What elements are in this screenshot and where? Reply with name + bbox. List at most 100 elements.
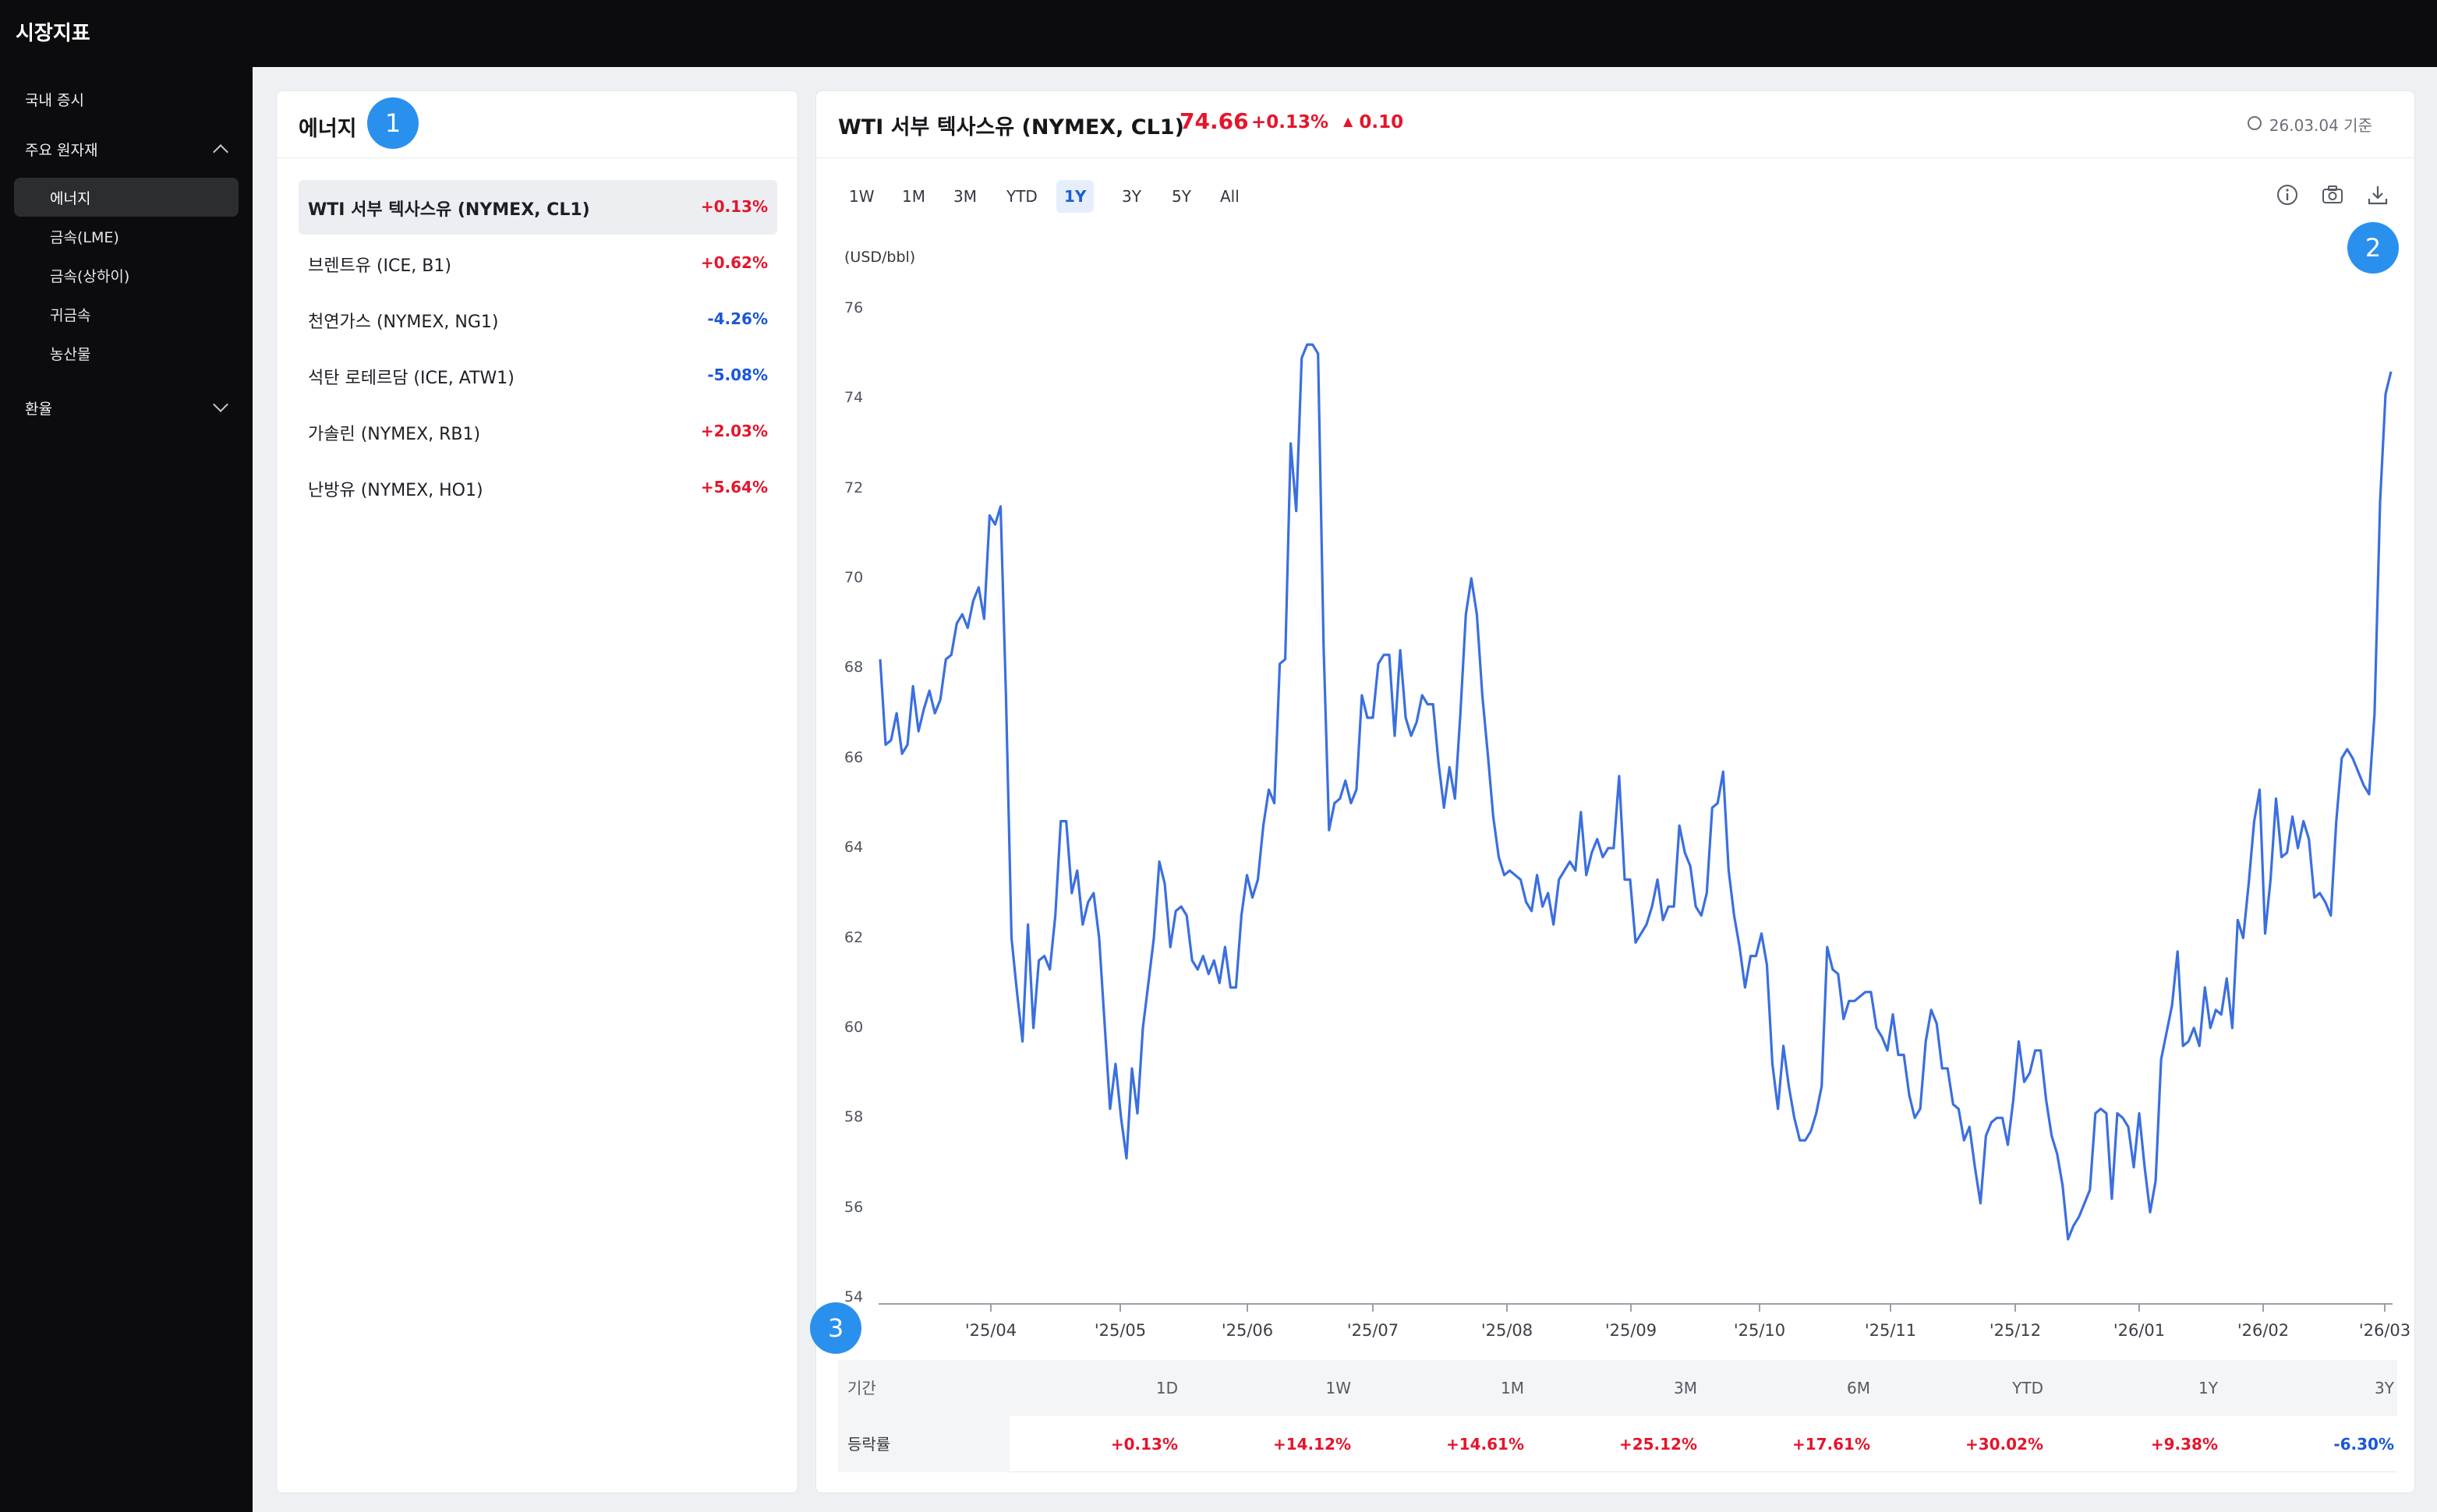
range-button-1w[interactable]: 1W — [849, 187, 875, 206]
return-value-3m: +25.12% — [1618, 1435, 1697, 1454]
y-tick-label: 72 — [844, 479, 864, 496]
annotation-marker-1: 1 — [367, 97, 419, 149]
energy-item-change: +2.03% — [700, 422, 768, 440]
energy-list-item[interactable]: 석탄 로테르담 (ICE, ATW1) -5.08% — [299, 348, 777, 403]
energy-list-item[interactable]: 천연가스 (NYMEX, NG1) -4.26% — [299, 292, 777, 347]
period-header-3y: 3Y — [2375, 1379, 2394, 1397]
return-value-ytd: +30.02% — [1965, 1435, 2043, 1454]
energy-list-item[interactable]: 가솔린 (NYMEX, RB1) +2.03% — [299, 404, 777, 459]
x-tick-label: '25/05 — [1094, 1321, 1147, 1340]
sidebar: 국내 증시 주요 원자재 에너지 금속(LME) 금속(상하이) 귀금속 농산물… — [0, 67, 253, 1512]
sidebar-item-precious-metals[interactable]: 귀금속 — [50, 307, 91, 324]
info-icon[interactable] — [2274, 182, 2301, 208]
chart-title: WTI 서부 텍사스유 (NYMEX, CL1) — [838, 115, 1184, 140]
y-tick-label: 56 — [844, 1198, 864, 1216]
period-header-ytd: YTD — [2012, 1379, 2043, 1397]
sidebar-item-metals-shanghai[interactable]: 금속(상하이) — [50, 268, 130, 285]
x-axis-tick-marks — [990, 1304, 2386, 1312]
energy-panel-title: 에너지 — [299, 117, 357, 141]
annotation-marker-2: 2 — [2347, 222, 2399, 274]
energy-item-name: 석탄 로테르담 (ICE, ATW1) — [308, 369, 515, 388]
return-value-6m: +17.61% — [1791, 1435, 1870, 1454]
returns-table-header: 기간 1D 1W 1M 3M 6M YTD 1Y 3Y — [838, 1360, 2397, 1416]
annotation-marker-3: 3 — [810, 1302, 861, 1354]
energy-list-item[interactable]: 난방유 (NYMEX, HO1) +5.64% — [299, 461, 777, 515]
energy-item-name: WTI 서부 텍사스유 (NYMEX, CL1) — [308, 200, 590, 220]
x-tick-label: '25/04 — [964, 1321, 1017, 1340]
top-bar: 시장지표 — [0, 0, 2437, 67]
x-tick-label: '25/08 — [1480, 1321, 1533, 1340]
range-button-3y[interactable]: 3Y — [1122, 187, 1141, 206]
energy-panel: 에너지 1 WTI 서부 텍사스유 (NYMEX, CL1) +0.13% 브렌트유… — [276, 90, 798, 1493]
y-tick-label: 60 — [844, 1018, 864, 1036]
sidebar-item-energy[interactable]: 에너지 — [50, 190, 91, 207]
y-tick-label: 66 — [844, 748, 864, 766]
period-header-6m: 6M — [1847, 1379, 1870, 1397]
sidebar-active-highlight — [14, 178, 239, 217]
range-button-5y[interactable]: 5Y — [1172, 187, 1191, 206]
price-change-percent: +0.13% — [1251, 112, 1329, 132]
return-value-1y: +9.38% — [2150, 1435, 2218, 1454]
period-header-3m: 3M — [1674, 1379, 1697, 1397]
range-button-all[interactable]: All — [1220, 187, 1240, 206]
x-tick-label: '25/06 — [1221, 1321, 1274, 1340]
energy-item-name: 난방유 (NYMEX, HO1) — [308, 481, 483, 500]
energy-list-item[interactable]: WTI 서부 텍사스유 (NYMEX, CL1) +0.13% — [299, 180, 777, 235]
y-tick-label: 54 — [844, 1288, 864, 1305]
return-value-1d: +0.13% — [1110, 1435, 1178, 1454]
period-header-1y: 1Y — [2198, 1379, 2218, 1397]
y-tick-label: 70 — [844, 569, 864, 587]
sidebar-item-domestic-stocks[interactable]: 국내 증시 — [25, 92, 84, 109]
camera-icon[interactable] — [2319, 182, 2346, 208]
chevron-up-icon[interactable] — [213, 144, 228, 160]
x-tick-label: '26/01 — [2113, 1321, 2166, 1340]
energy-item-name: 천연가스 (NYMEX, NG1) — [308, 313, 499, 332]
chart-panel-header: WTI 서부 텍사스유 (NYMEX, CL1) 74.66 +0.13% ▲ … — [816, 91, 2414, 158]
current-price: 74.66 — [1180, 108, 1249, 134]
range-button-ytd[interactable]: YTD — [1006, 187, 1038, 206]
y-tick-label: 68 — [844, 659, 864, 677]
sidebar-item-metals-lme[interactable]: 금속(LME) — [50, 229, 119, 246]
x-tick-label: '26/02 — [2237, 1321, 2290, 1340]
main-area: 에너지 1 WTI 서부 텍사스유 (NYMEX, CL1) +0.13% 브렌트유… — [253, 67, 2437, 1512]
y-tick-label: 74 — [844, 389, 864, 407]
energy-panel-header: 에너지 1 — [277, 91, 798, 158]
price-series-line — [879, 343, 2393, 1241]
energy-item-change: +0.62% — [700, 253, 768, 272]
y-tick-label: 62 — [844, 928, 864, 946]
period-header-1w: 1W — [1325, 1379, 1352, 1397]
price-change-amount: ▲ 0.10 — [1343, 112, 1403, 132]
chevron-down-icon[interactable] — [213, 397, 228, 412]
x-tick-label: '25/09 — [1604, 1321, 1657, 1340]
energy-item-change: -5.08% — [707, 366, 768, 384]
range-button-1m[interactable]: 1M — [902, 187, 925, 206]
range-button-1y[interactable]: 1Y — [1056, 180, 1095, 213]
triangle-up-icon: ▲ — [1343, 114, 1353, 129]
returns-table-row: 등락률 +0.13% +14.12% +14.61% +25.12% +17.61% +3… — [838, 1416, 2397, 1472]
energy-item-change: +0.13% — [700, 197, 768, 216]
price-change-amount-value: 0.10 — [1359, 112, 1404, 132]
x-tick-label: '25/10 — [1733, 1321, 1786, 1340]
price-chart[interactable] — [816, 91, 2416, 1354]
x-tick-label: '25/11 — [1864, 1321, 1917, 1340]
download-icon[interactable] — [2364, 182, 2391, 208]
energy-item-change: -4.26% — [707, 309, 768, 328]
energy-item-name: 브렌트유 (ICE, B1) — [308, 256, 451, 276]
return-value-1m: +14.61% — [1445, 1435, 1524, 1454]
y-tick-label: 58 — [844, 1108, 864, 1126]
chart-panel: WTI 서부 텍사스유 (NYMEX, CL1) 74.66 +0.13% ▲ … — [810, 90, 2416, 1493]
energy-list-item[interactable]: 브렌트유 (ICE, B1) +0.62% — [299, 236, 777, 291]
y-tick-label: 64 — [844, 839, 864, 857]
period-header-1m: 1M — [1501, 1379, 1524, 1397]
y-axis-unit: (USD/bbl) — [844, 249, 916, 266]
sidebar-item-commodities[interactable]: 주요 원자재 — [25, 142, 98, 159]
x-tick-label: '26/03 — [2358, 1321, 2411, 1340]
x-tick-label: '25/12 — [1989, 1321, 2042, 1340]
period-header-label: 기간 — [847, 1379, 876, 1397]
sidebar-item-exchange-rates[interactable]: 환율 — [25, 401, 52, 418]
return-value-1w: +14.12% — [1272, 1435, 1351, 1454]
energy-item-change: +5.64% — [700, 478, 768, 496]
range-button-3m[interactable]: 3M — [953, 187, 977, 206]
x-tick-label: '25/07 — [1346, 1321, 1399, 1340]
sidebar-item-agriculture[interactable]: 농산물 — [50, 346, 91, 363]
